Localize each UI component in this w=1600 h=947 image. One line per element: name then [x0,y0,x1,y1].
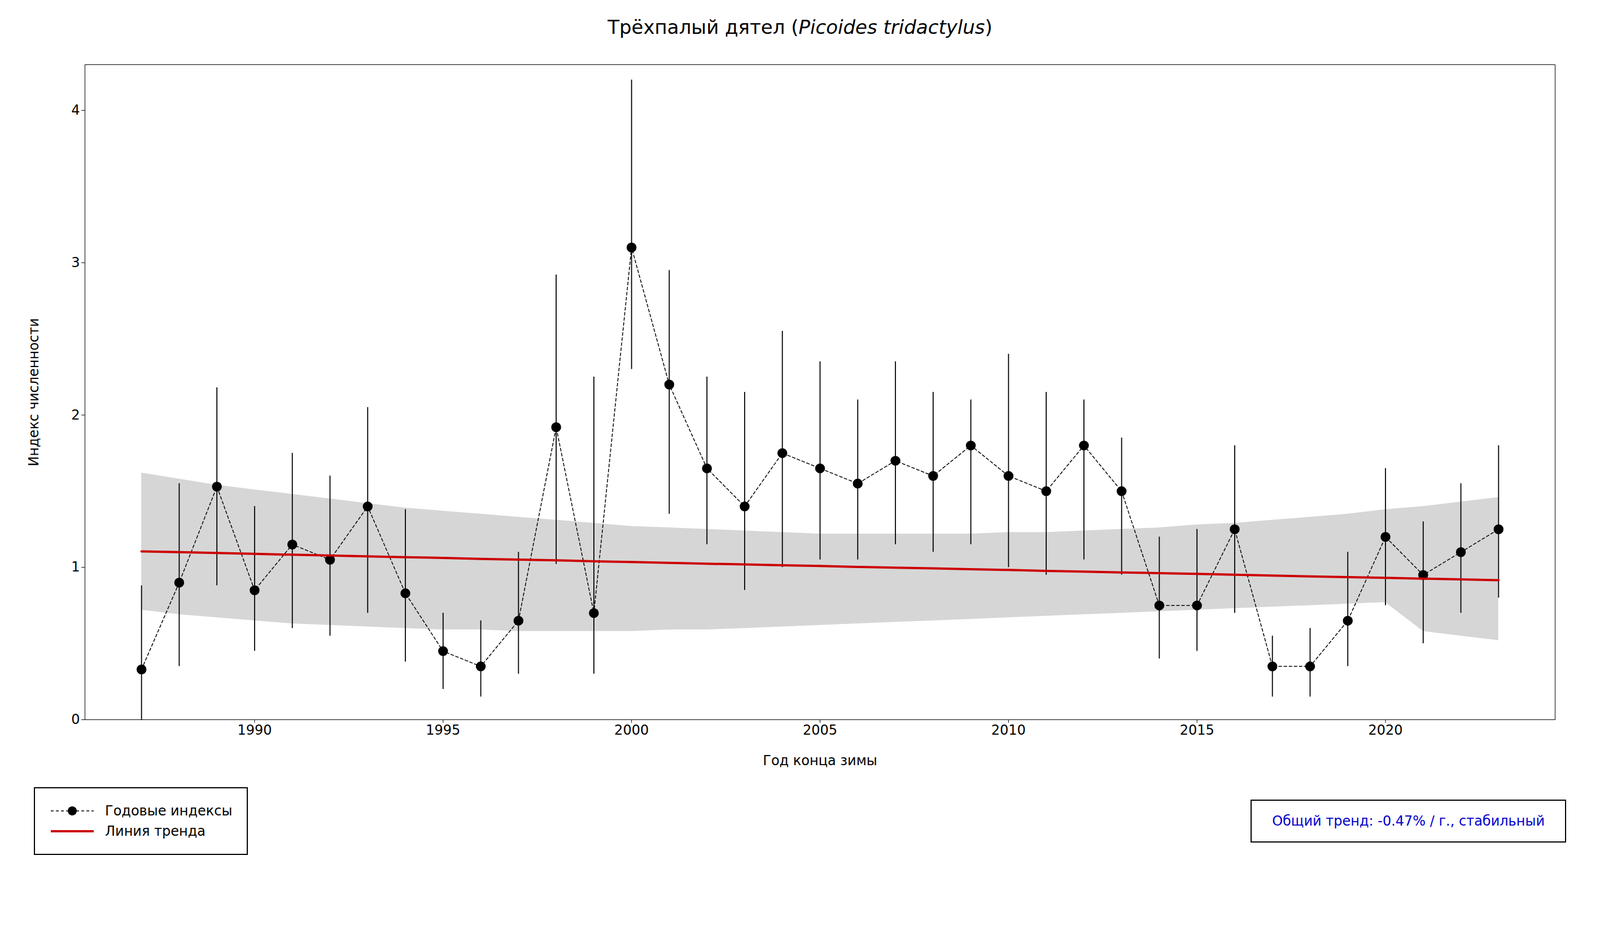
svg-text:1: 1 [71,558,80,575]
svg-text:2005: 2005 [802,722,838,738]
svg-text:2020: 2020 [1367,722,1403,738]
svg-text:Год конца зимы: Год конца зимы [762,752,878,769]
svg-text:3: 3 [71,254,80,271]
svg-text:2000: 2000 [614,722,649,738]
svg-text:2015: 2015 [1179,722,1215,738]
html-text:Линия тренда: Линия тренда [105,823,206,839]
html-text:Годовые индексы: Годовые индексы [105,802,233,819]
html-text:Трёхпалый дятел (Picoides trid: Трёхпалый дятел (Picoides tridactylus) [607,15,993,39]
svg-text:0: 0 [71,711,80,728]
svg-text:2: 2 [71,407,80,423]
html-text:Общий тренд: -0.47% / г., стаб: Общий тренд: -0.47% / г., стабильный [1272,812,1545,829]
svg-text:2010: 2010 [991,722,1026,738]
svg-text:1995: 1995 [425,722,461,738]
svg-text:1990: 1990 [237,722,272,738]
svg-text:4: 4 [71,102,80,118]
svg-text:Индекс численности: Индекс численности [25,317,42,466]
